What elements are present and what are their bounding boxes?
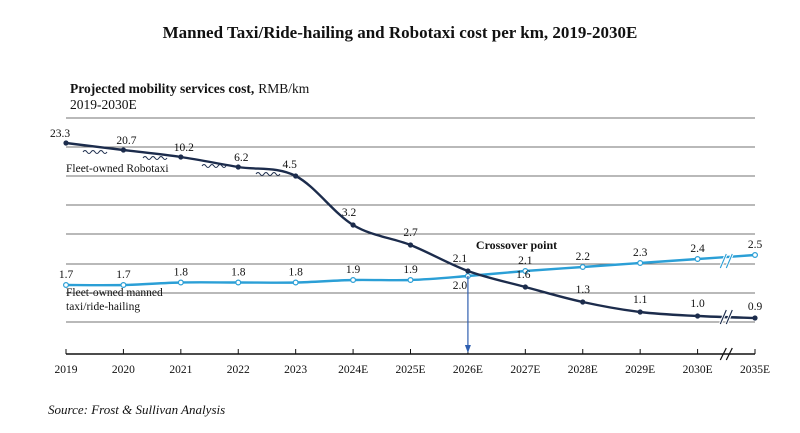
- data-label-manned: 1.7: [116, 269, 131, 281]
- x-tick-label: 2022: [227, 364, 250, 376]
- point-manned: [522, 268, 529, 275]
- chart-subtitle: Projected mobility services cost, RMB/km: [70, 81, 310, 96]
- data-label-robotaxi: 1.3: [576, 284, 591, 296]
- data-label-manned: 2.5: [748, 239, 763, 251]
- data-label-robotaxi: 10.2: [174, 142, 194, 154]
- labels-layer: Crossover point 23.3 20.7 10.2 6.2 4.5 3.2 2.7 2…: [50, 128, 763, 313]
- point-manned: [235, 279, 242, 286]
- point-robotaxi: [293, 173, 299, 179]
- point-robotaxi: [522, 284, 528, 290]
- x-tick-label: 2029E: [625, 364, 655, 376]
- chart-subtitle-text: Projected mobility services cost,: [70, 81, 254, 96]
- point-manned: [120, 282, 127, 289]
- data-label-manned: 1.7: [59, 269, 74, 281]
- x-tick-label: 2035E: [740, 364, 770, 376]
- point-robotaxi: [235, 164, 241, 170]
- data-label-robotaxi: 20.7: [116, 135, 136, 147]
- point-robotaxi: [120, 147, 127, 153]
- scale-break-squiggles: [82, 150, 281, 176]
- data-label-manned: 1.9: [346, 264, 361, 276]
- x-tick-label: 2020: [112, 364, 135, 376]
- data-label-robotaxi: 3.2: [342, 207, 357, 219]
- data-label-robotaxi: 6.2: [234, 152, 249, 164]
- series-break-mark-0-1: [725, 309, 733, 325]
- series-label-manned-line1: Fleet-owned manned: [66, 287, 163, 299]
- data-label-manned: 2.4: [690, 243, 705, 255]
- series-break-mark-1-1: [725, 253, 733, 269]
- point-robotaxi: [63, 140, 69, 146]
- point-manned: [751, 252, 758, 259]
- x-axis: 2019 2020 2021 2022 2023 2024E 2025E 2026E 2027E…: [55, 347, 770, 376]
- data-label-robotaxi: 1.6: [516, 269, 531, 281]
- data-label-manned: 1.8: [174, 267, 189, 279]
- point-robotaxi: [350, 222, 356, 228]
- x-tick-label: 2030E: [683, 364, 713, 376]
- series-label-robotaxi: Fleet-owned Robotaxi: [66, 163, 169, 175]
- data-label-robotaxi: 1.0: [690, 298, 705, 310]
- gridlines: [66, 117, 755, 323]
- data-label-robotaxi: 2.1: [453, 253, 468, 265]
- x-tick-label: 2025E: [395, 364, 425, 376]
- point-manned: [579, 264, 586, 271]
- data-label-manned: 2.2: [576, 251, 591, 263]
- point-robotaxi: [465, 268, 471, 274]
- data-label-robotaxi: 0.9: [748, 301, 763, 313]
- point-manned: [637, 260, 644, 267]
- point-manned: [292, 279, 299, 286]
- data-label-robotaxi: 23.3: [50, 128, 70, 140]
- data-label-manned: 2.3: [633, 247, 648, 259]
- x-tick-label: 2019: [55, 364, 78, 376]
- data-label-robotaxi: 1.1: [633, 294, 648, 306]
- data-label-manned: 1.8: [288, 267, 303, 279]
- data-label-manned: 1.8: [231, 267, 246, 279]
- x-tick-label: 2021: [169, 364, 192, 376]
- x-tick-label: 2023: [284, 364, 307, 376]
- chart-subtitle-unit: RMB/km: [258, 81, 310, 96]
- source-note: Source: Frost & Sullivan Analysis: [48, 402, 225, 417]
- chart-title: Manned Taxi/Ride-hailing and Robotaxi co…: [163, 23, 638, 42]
- x-axis-break-mark-1: [725, 347, 733, 361]
- data-label-manned: 2.1: [518, 255, 533, 267]
- point-robotaxi: [637, 309, 643, 315]
- series-layer: [62, 140, 758, 353]
- x-tick-label: 2027E: [510, 364, 540, 376]
- point-manned: [350, 277, 357, 284]
- data-label-robotaxi: 2.7: [403, 227, 418, 239]
- point-robotaxi: [752, 315, 758, 321]
- data-label-manned: 2.0: [453, 280, 468, 292]
- x-axis-break-mark-0: [719, 347, 727, 361]
- x-tick-label: 2024E: [338, 364, 368, 376]
- point-robotaxi: [580, 299, 586, 305]
- data-label-manned: 1.9: [403, 264, 418, 276]
- series-label-manned-line2: taxi/ride-hailing: [66, 301, 140, 313]
- series-break-mark-0-0: [719, 309, 727, 325]
- point-robotaxi: [407, 242, 414, 248]
- crossover-arrow-head: [464, 345, 471, 353]
- x-tick-label: 2028E: [568, 364, 598, 376]
- point-robotaxi: [694, 313, 701, 319]
- series-break-mark-1-0: [719, 253, 727, 269]
- point-manned: [694, 256, 701, 263]
- point-manned: [177, 279, 184, 286]
- x-tick-label: 2026E: [453, 364, 483, 376]
- data-label-robotaxi: 4.5: [282, 159, 297, 171]
- chart-period: 2019-2030E: [70, 97, 137, 112]
- point-robotaxi: [178, 154, 184, 160]
- point-manned: [407, 277, 414, 284]
- point-manned: [62, 282, 69, 289]
- crossover-label: Crossover point: [476, 238, 557, 252]
